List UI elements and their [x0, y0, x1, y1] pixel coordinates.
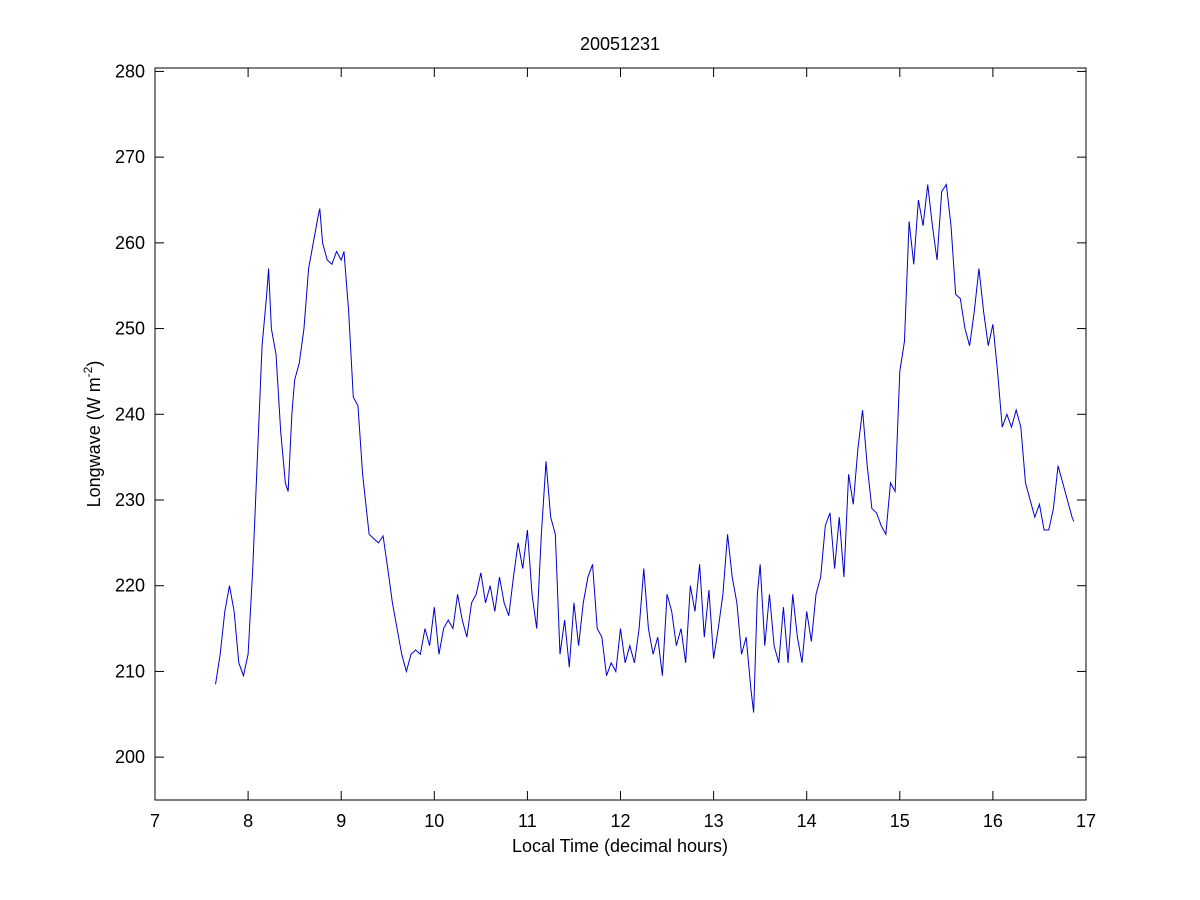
y-tick-label: 260	[115, 233, 145, 253]
y-tick-label: 270	[115, 147, 145, 167]
y-tick-label: 230	[115, 490, 145, 510]
y-tick-label: 200	[115, 747, 145, 767]
y-axis-label-suffix: )	[84, 361, 104, 367]
data-line	[215, 183, 1075, 713]
x-tick-label: 15	[890, 811, 910, 831]
y-tick-label: 220	[115, 576, 145, 596]
y-tick-label: 240	[115, 404, 145, 424]
x-tick-label: 10	[424, 811, 444, 831]
y-axis-label-superscript: -2	[81, 366, 95, 377]
x-tick-label: 7	[150, 811, 160, 831]
x-tick-label: 8	[243, 811, 253, 831]
x-tick-label: 9	[336, 811, 346, 831]
x-tick-label: 16	[983, 811, 1003, 831]
x-tick-label: 13	[704, 811, 724, 831]
x-axis-label: Local Time (decimal hours)	[512, 836, 728, 856]
x-tick-label: 17	[1076, 811, 1096, 831]
plot-box	[154, 67, 1087, 801]
y-axis-label: Longwave (W m-2)	[81, 361, 104, 508]
y-axis-label-text: Longwave (W m	[84, 377, 104, 507]
x-tick-label: 12	[610, 811, 630, 831]
y-tick-label: 280	[115, 61, 145, 81]
y-tick-label: 210	[115, 661, 145, 681]
x-tick-label: 11	[518, 811, 537, 831]
chart-title: 20051231	[580, 34, 660, 54]
x-tick-label: 14	[797, 811, 817, 831]
y-tick-label: 250	[115, 319, 145, 339]
